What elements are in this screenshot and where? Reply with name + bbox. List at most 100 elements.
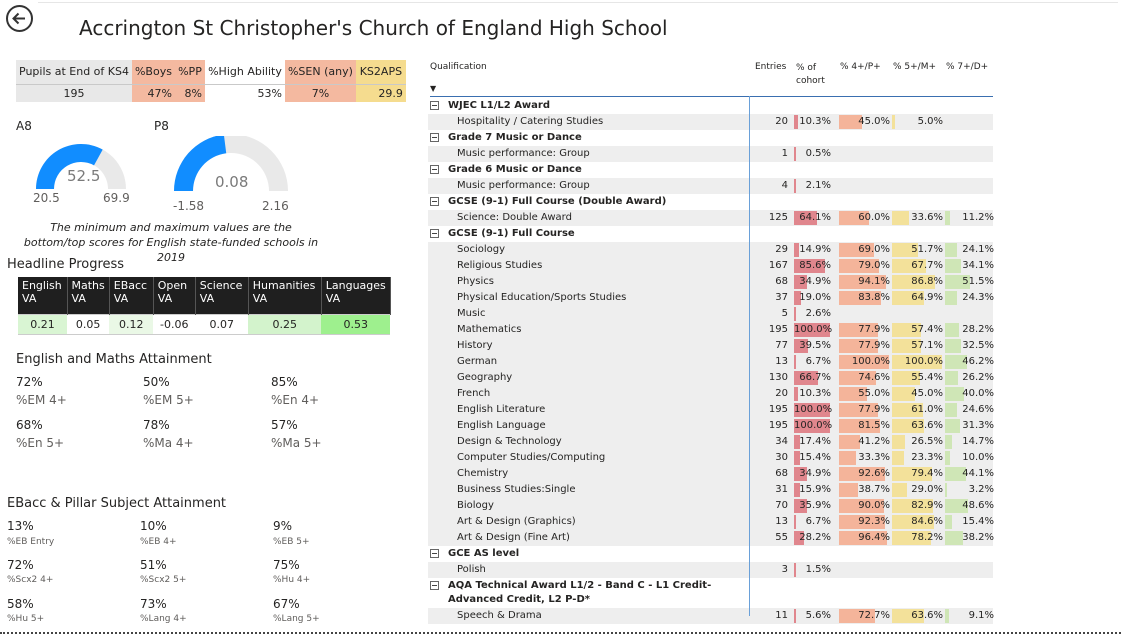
cohort-bar [794,451,800,465]
eb-entry-label: %EB Entry [7,537,55,547]
cohort-bar [794,339,809,353]
qualification-group[interactable]: Grade 7 Music or Dance [428,130,993,146]
p5-bar [892,259,926,273]
p5-bar [892,355,942,369]
entries-value: 34 [775,436,788,447]
p4-bar [839,483,859,497]
subject-name: Business Studies:Single [457,484,576,495]
p5-value: 78.2% [911,532,943,543]
group-name: Grade 6 Music or Dance [448,164,582,175]
qualification-row: Sociology 29 14.9% 69.0% 51.7% 24.1% [428,242,994,258]
scx2-4-label: %Scx2 4+ [7,575,54,585]
cohort-value: 17.4% [799,436,831,447]
p8-label: P8 [154,119,169,133]
p5-bar [892,531,932,545]
p4-value: 33.3% [858,452,890,463]
em4-value: 72% [16,375,43,389]
p7-bar [945,515,953,529]
collapse-icon[interactable] [430,229,439,238]
entries-value: 68 [775,276,788,287]
english-va-header: English VA [18,277,68,314]
p4-value: 77.9% [858,340,890,351]
subject-name: French [457,388,491,399]
p4-value: 81.5% [858,420,890,431]
p7-value: 14.7% [962,436,994,447]
p7-header[interactable]: % 7+/D+ [946,62,989,72]
qualification-header[interactable]: Qualification [430,62,487,72]
p8-min: -1.58 [173,199,205,213]
p5-header[interactable]: % 5+/M+ [893,62,937,72]
cohort-value: 34.9% [799,468,831,479]
p4-header[interactable]: % 4+/P+ [840,62,881,72]
p5-value: 84.6% [911,516,943,527]
maths-va-value: 0.05 [67,313,110,335]
group-name: GCE AS level [448,548,520,559]
qualification-group[interactable]: GCE AS level [428,546,993,562]
cohort-bar [794,115,798,129]
open-va-value: -0.06 [153,313,196,335]
subject-name: English Literature [457,404,546,415]
entries-value: 70 [775,500,788,511]
cohort-bar [794,371,818,385]
ks2aps-header: KS2APS [355,60,406,84]
back-button[interactable] [6,5,33,32]
p4-bar [839,291,881,305]
p4-bar [839,499,884,513]
entries-value: 77 [775,340,788,351]
em5-value: 50% [143,375,170,389]
qualification-group[interactable]: Grade 6 Music or Dance [428,162,993,178]
p5-bar [892,419,924,433]
entries-value: 11 [775,610,788,621]
collapse-icon[interactable] [430,133,439,142]
cohort-header[interactable]: % of cohort [796,63,825,86]
collapse-icon[interactable] [430,197,439,206]
p7-value: 46.2% [962,356,994,367]
p7-value: 51.5% [962,276,994,287]
p5-value: 61.0% [911,404,943,415]
qualification-group[interactable]: WJEC L1/L2 Award [428,98,993,114]
sen-header: %SEN (any) [284,60,356,84]
cohort-value: 19.0% [799,292,831,303]
cohort-value: 34.9% [799,276,831,287]
headline-progress-title: Headline Progress [7,257,125,272]
cohort-value: 10.3% [799,116,831,127]
sort-down-icon[interactable]: ▼ [430,84,437,93]
p5-value: 5.0% [917,116,943,127]
eb5-value: 9% [273,519,293,533]
p8-max: 2.16 [262,199,289,213]
cohort-value: 100.0% [794,420,833,431]
p7-value: 38.2% [962,532,994,543]
entries-value: 55 [775,532,788,543]
entries-value: 195 [768,420,788,431]
p4-bar [839,339,878,353]
pp-value: 8% [174,83,205,102]
p4-bar [839,403,878,417]
cohort-bar [794,609,797,623]
qualification-row: Art & Design (Graphics) 13 6.7% 92.3% 84.6% 1… [428,514,994,530]
p7-bar [945,371,958,385]
collapse-icon[interactable] [430,581,439,590]
collapse-icon[interactable] [430,549,439,558]
ks2aps-value: 29.9 [355,83,406,102]
cohort-bar [794,531,805,545]
p4-value: 96.4% [858,532,890,543]
collapse-icon[interactable] [430,101,439,110]
p7-value: 34.1% [962,260,994,271]
collapse-icon[interactable] [430,165,439,174]
qualification-group[interactable]: GCSE (9-1) Full Course (Double Award) [428,194,993,210]
qualification-group[interactable]: GCSE (9-1) Full Course [428,226,993,242]
cohort-value: 0.5% [805,148,831,159]
page-title: Accrington St Christopher's Church of En… [79,16,668,40]
qualification-group[interactable]: AQA Technical Award L1/2 - Band C - L1 C… [428,578,993,608]
p7-bar [945,259,962,273]
cohort-bar [794,259,825,273]
p5-value: 63.6% [911,420,943,431]
p7-bar [945,387,965,401]
p7-value: 48.6% [962,500,994,511]
cohort-bar [794,515,797,529]
p4-bar [839,243,874,257]
scx2-5-label: %Scx2 5+ [140,575,187,585]
cohort-bar [794,387,798,401]
entries-header[interactable]: Entries [755,62,787,72]
p4-value: 60.0% [858,212,890,223]
